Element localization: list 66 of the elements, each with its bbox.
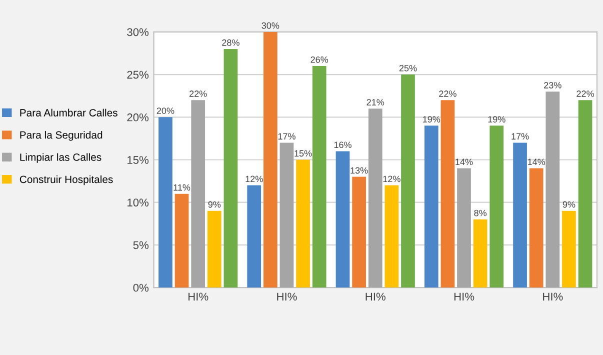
bar [578,100,592,288]
bar [352,176,366,288]
data-label: 11% [174,184,190,191]
legend-label: Para la Seguridad [20,131,102,141]
bar [296,160,310,288]
data-label: 30% [262,22,280,29]
data-label: 28% [222,39,240,46]
legend-label: Para Alumbrar Calles [20,108,118,116]
bar [457,168,471,288]
data-label: 22% [190,90,207,97]
x-tick-label: HI% [188,292,208,301]
legend-label: Construir Hospitales [20,175,113,186]
bar [336,151,350,288]
bar [207,210,222,288]
data-label: 16% [334,142,352,148]
bar [174,194,189,288]
data-label: 25% [399,64,417,72]
bar [440,100,455,288]
bar [280,142,294,288]
bar [158,117,172,288]
data-label: 8% [474,210,487,216]
bar [562,210,576,288]
data-label: 14% [456,158,473,166]
bar [490,126,504,288]
bar [546,92,560,288]
data-label: 22% [576,90,594,97]
data-label: 20% [156,108,174,114]
bar [368,108,382,288]
data-label: 9% [208,201,221,208]
bar [513,142,527,288]
x-tick-label: HI% [277,292,297,301]
data-label: 12% [383,176,400,182]
data-label: 17% [278,133,296,140]
y-tick-label: 10% [128,198,149,206]
data-label: 19% [423,116,440,122]
bar [473,219,488,288]
data-label: 26% [310,56,328,63]
data-label: 12% [246,176,263,182]
bar [529,168,544,288]
legend-label: Limpiar las Calles [20,153,102,163]
y-tick-label: 30% [127,28,149,36]
bar [247,185,262,288]
data-label: 21% [366,99,384,106]
data-label: 14% [528,158,546,166]
data-label: 19% [488,116,506,122]
bar [224,48,238,288]
y-tick-label: 20% [127,113,149,122]
bar [401,74,415,288]
data-label: 13% [350,167,368,174]
bar [263,32,278,288]
data-label: 22% [439,90,456,97]
y-tick-label: 0% [133,284,149,292]
data-label: 23% [544,82,562,88]
x-tick-label: HI% [454,292,474,301]
bar [384,185,399,288]
data-label: 15% [294,150,312,157]
x-tick-label: HI% [366,292,386,301]
bar [191,100,206,288]
y-tick-label: 5% [133,241,149,250]
y-tick-label: 15% [128,156,149,164]
data-label: 9% [562,201,576,208]
y-tick-label: 25% [127,70,149,79]
x-tick-label: HI% [543,292,563,301]
data-label: 17% [512,133,529,140]
bar [312,66,326,288]
bar [424,126,438,288]
